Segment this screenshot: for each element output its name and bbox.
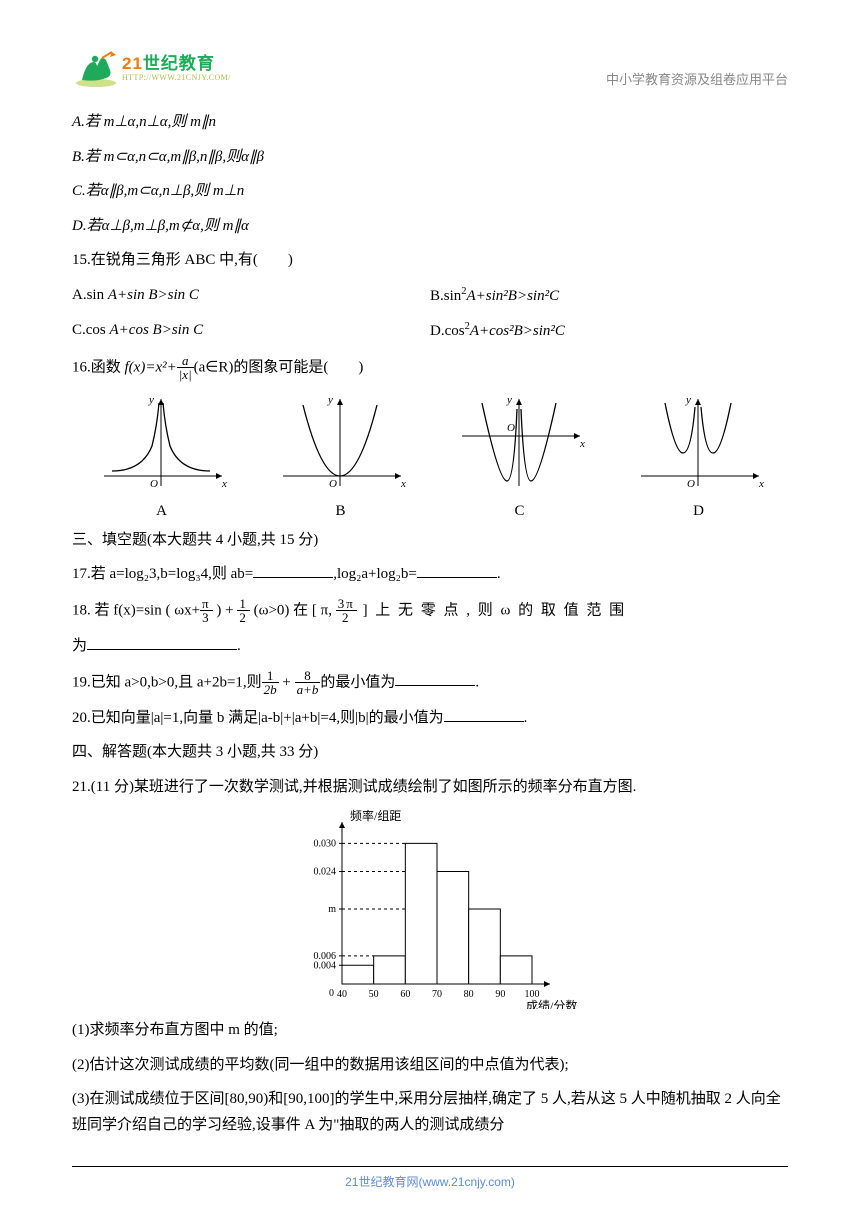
q18-blank[interactable] <box>87 634 237 650</box>
page-header: 21世纪教育 HTTP://WWW.21CNJY.COM/ 中小学教育资源及组卷… <box>72 48 788 88</box>
page-footer: 21世纪教育网(www.21cnjy.com) <box>0 1166 860 1190</box>
q16-graphs: x y O A x y O B <box>72 391 788 520</box>
logo: 21世纪教育 HTTP://WWW.21CNJY.COM/ <box>72 48 231 88</box>
q21-sub3: (3)在测试成绩位于区间[80,90)和[90,100]的学生中,采用分层抽样,… <box>72 1087 788 1138</box>
svg-text:80: 80 <box>464 989 474 1000</box>
svg-text:成绩/分数: 成绩/分数 <box>526 998 577 1009</box>
graph-label-b: B <box>273 503 408 520</box>
logo-suffix: 教育 <box>179 54 215 73</box>
svg-text:y: y <box>327 394 333 406</box>
svg-text:y: y <box>685 394 691 406</box>
graph-label-c: C <box>452 503 587 520</box>
graph-a: x y O A <box>94 391 229 520</box>
section-4-title: 四、解答题(本大题共 3 小题,共 33 分) <box>72 740 788 766</box>
logo-icon <box>72 48 122 88</box>
svg-text:m: m <box>328 904 336 915</box>
svg-text:O: O <box>687 478 695 490</box>
q17: 17.若 a=log₂3,b=log₃4,则 ab=,log₂a+log₂b=. <box>72 562 788 588</box>
header-right-text: 中小学教育资源及组卷应用平台 <box>606 69 788 88</box>
section-3-title: 三、填空题(本大题共 4 小题,共 15 分) <box>72 528 788 554</box>
logo-main: 世纪 <box>143 54 179 73</box>
svg-text:0.004: 0.004 <box>314 961 337 972</box>
svg-text:x: x <box>221 478 227 490</box>
content: A.若 m⊥α,n⊥α,则 m∥n B.若 m⊂α,n⊂α,m∥β,n∥β,则α… <box>72 110 788 1138</box>
q15-opt-b: B.sin2A+sin²B>sin²C <box>430 283 788 310</box>
svg-text:O: O <box>150 478 158 490</box>
svg-text:x: x <box>758 478 764 490</box>
q15-opt-a: A.sin A+sin B>sin C <box>72 283 430 310</box>
graph-label-d: D <box>631 503 766 520</box>
svg-text:x: x <box>400 478 406 490</box>
q15-opt-d: D.cos2A+cos²B>sin²C <box>430 318 788 345</box>
q15-stem: 15.在锐角三角形 ABC 中,有( ) <box>72 248 788 274</box>
q17-blank1[interactable] <box>253 562 333 578</box>
svg-text:y: y <box>506 394 512 406</box>
svg-text:x: x <box>579 438 585 450</box>
logo-url: HTTP://WWW.21CNJY.COM/ <box>122 74 231 82</box>
q19: 19.已知 a>0,b>0,且 a+2b=1,则12b + 8a+b的最小值为. <box>72 669 788 697</box>
svg-text:频率/组距: 频率/组距 <box>350 809 401 823</box>
page: 21世纪教育 HTTP://WWW.21CNJY.COM/ 中小学教育资源及组卷… <box>0 0 860 1216</box>
q14-opt-c: C.若α∥β,m⊂α,n⊥β,则 m⊥n <box>72 179 788 205</box>
q14-opt-a: A.若 m⊥α,n⊥α,则 m∥n <box>72 110 788 136</box>
svg-text:70: 70 <box>432 989 442 1000</box>
graph-c: x y O C <box>452 391 587 520</box>
q20: 20.已知向量|a|=1,向量 b 满足|a-b|+|a+b|=4,则|b|的最… <box>72 706 788 732</box>
q15-opt-c: C.cos A+cos B>sin C <box>72 318 430 345</box>
graph-b: x y O B <box>273 391 408 520</box>
svg-text:y: y <box>148 394 154 406</box>
q21-sub1: (1)求频率分布直方图中 m 的值; <box>72 1018 788 1044</box>
svg-text:0.030: 0.030 <box>314 839 337 850</box>
svg-text:O: O <box>329 478 337 490</box>
q14-opt-b: B.若 m⊂α,n⊂α,m∥β,n∥β,则α∥β <box>72 145 788 171</box>
svg-text:O: O <box>507 422 515 434</box>
svg-text:0.006: 0.006 <box>314 951 337 962</box>
histogram: 0.0040.006m0.0240.030405060708090100频率/组… <box>72 809 788 1014</box>
q20-blank[interactable] <box>444 706 524 722</box>
logo-accent: 21 <box>122 54 143 73</box>
graph-d: x y O D <box>631 391 766 520</box>
q17-blank2[interactable] <box>417 562 497 578</box>
q21-sub2: (2)估计这次测试成绩的平均数(同一组中的数据用该组区间的中点值为代表); <box>72 1053 788 1079</box>
svg-text:50: 50 <box>369 989 379 1000</box>
q18-line2: 为. <box>72 634 788 660</box>
svg-text:40: 40 <box>337 989 347 1000</box>
q21-stem: 21.(11 分)某班进行了一次数学测试,并根据测试成绩绘制了如图所示的频率分布… <box>72 775 788 801</box>
svg-text:0: 0 <box>329 988 334 999</box>
q14-opt-d: D.若α⊥β,m⊥β,m⊄α,则 m∥α <box>72 214 788 240</box>
q15-options: A.sin A+sin B>sin C B.sin2A+sin²B>sin²C … <box>72 283 788 354</box>
svg-text:90: 90 <box>495 989 505 1000</box>
graph-label-a: A <box>94 503 229 520</box>
q16-stem: 16.函数 f(x)=x²+a|x|(a∈R)的图象可能是( ) <box>72 354 788 382</box>
footer-text: 21世纪教育网(www.21cnjy.com) <box>0 1173 860 1190</box>
svg-text:0.024: 0.024 <box>314 867 337 878</box>
q19-blank[interactable] <box>395 670 475 686</box>
svg-text:60: 60 <box>400 989 410 1000</box>
q18-line1: 18. 若 f(x)=sin ( ωx+π3 ) + 12 (ω>0) 在 [ … <box>72 597 788 625</box>
